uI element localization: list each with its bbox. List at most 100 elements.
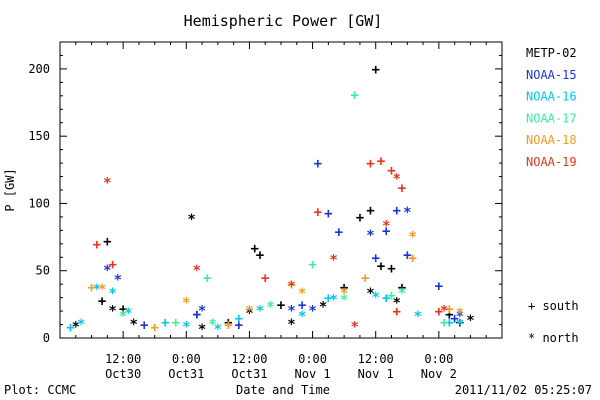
point-south-noaa-15: + — [193, 307, 201, 323]
point-north-noaa-19: * — [440, 303, 448, 319]
legend: METP-02 NOAA-15 NOAA-16 NOAA-17 NOAA-18 NOAA-… — [526, 46, 577, 169]
plot-timestamp: 2011/11/02 05:25:07 — [455, 383, 592, 397]
point-south-noaa-15: + — [324, 206, 332, 222]
point-north-noaa-15: * — [198, 303, 206, 319]
point-south-metp-02: + — [456, 315, 464, 331]
point-south-noaa-16: + — [161, 315, 169, 331]
point-south-metp-02: + — [377, 258, 385, 274]
point-south-noaa-19: + — [387, 163, 395, 179]
point-south-noaa-17: + — [308, 257, 316, 273]
point-south-noaa-19: + — [398, 180, 406, 196]
point-south-noaa-19: + — [366, 156, 374, 172]
point-north-metp-02: * — [245, 306, 253, 322]
point-south-noaa-15: + — [403, 248, 411, 264]
y-tick-label: 0 — [43, 331, 50, 345]
point-north-noaa-15: * — [366, 228, 374, 244]
point-north-noaa-15: * — [114, 272, 122, 288]
legend-item: NOAA-18 — [526, 133, 577, 147]
point-south-noaa-15: + — [335, 225, 343, 241]
point-south-noaa-16: + — [66, 320, 74, 336]
point-south-noaa-16: + — [235, 311, 243, 327]
point-south-noaa-18: + — [287, 277, 295, 293]
point-south-metp-02: + — [371, 62, 379, 78]
legend-item: NOAA-15 — [526, 68, 577, 82]
point-north-noaa-18: * — [182, 295, 190, 311]
point-south-noaa-19: + — [377, 153, 385, 169]
y-axis: 0 50 100 150 200 — [28, 41, 502, 345]
point-south-noaa-15: + — [235, 318, 243, 334]
point-south-metp-02: + — [340, 280, 348, 296]
y-tick-label: 200 — [28, 62, 50, 76]
point-south-noaa-15: + — [140, 318, 148, 334]
point-south-metp-02: + — [224, 315, 232, 331]
point-north-metp-02: * — [466, 313, 474, 329]
x-tick-date: Nov 1 — [295, 367, 331, 381]
point-north-noaa-16: * — [124, 306, 132, 322]
point-north-noaa-17: * — [340, 293, 348, 309]
point-north-noaa-18: * — [298, 286, 306, 302]
x-tick-time: 12:00 — [231, 352, 267, 366]
point-south-noaa-15: + — [382, 223, 390, 239]
point-north-metp-02: * — [319, 299, 327, 315]
legend-item: METP-02 — [526, 46, 577, 60]
y-tick-label: 100 — [28, 196, 50, 210]
point-north-noaa-18: * — [340, 286, 348, 302]
y-axis-label: P [GW] — [3, 168, 17, 211]
plot-credit: Plot: CCMC — [4, 383, 76, 397]
point-south-metp-02: + — [250, 241, 258, 257]
y-tick-label: 50 — [36, 264, 50, 278]
point-north-noaa-15: * — [308, 303, 316, 319]
point-south-noaa-17: + — [440, 315, 448, 331]
point-south-noaa-19: + — [261, 270, 269, 286]
point-north-noaa-19: * — [193, 263, 201, 279]
point-south-noaa-15: + — [314, 156, 322, 172]
point-south-noaa-18: + — [224, 318, 232, 334]
point-north-metp-02: * — [393, 295, 401, 311]
point-south-metp-02: + — [398, 280, 406, 296]
x-tick-date: Nov 2 — [421, 367, 457, 381]
point-south-noaa-15: + — [298, 297, 306, 313]
point-south-noaa-18: + — [87, 280, 95, 296]
point-north-noaa-19: * — [287, 279, 295, 295]
point-north-metp-02: * — [198, 322, 206, 338]
point-north-metp-02: * — [287, 317, 295, 333]
point-south-noaa-17: + — [350, 87, 358, 103]
point-south-noaa-15: + — [371, 250, 379, 266]
point-south-noaa-16: + — [445, 315, 453, 331]
point-north-noaa-15: * — [456, 309, 464, 325]
point-south-metp-02: + — [387, 261, 395, 277]
point-south-noaa-15: + — [393, 203, 401, 219]
point-south-metp-02: + — [356, 210, 364, 226]
point-south-metp-02: + — [98, 293, 106, 309]
point-south-noaa-19: + — [393, 304, 401, 320]
point-south-metp-02: + — [103, 234, 111, 250]
point-north-noaa-16: * — [93, 282, 101, 298]
point-south-noaa-16: + — [382, 291, 390, 307]
point-north-noaa-16: * — [329, 293, 337, 309]
point-north-noaa-15: * — [287, 303, 295, 319]
point-north-noaa-18: * — [245, 303, 253, 319]
legend-item: NOAA-16 — [526, 90, 577, 104]
point-south-noaa-19: + — [314, 205, 322, 221]
marker-legend-north: * north — [528, 331, 579, 345]
point-north-noaa-19: * — [393, 172, 401, 188]
point-south-metp-02: + — [277, 297, 285, 313]
point-north-noaa-18: * — [408, 229, 416, 245]
data-points: +++ +++++++ +++ ++++***********++++++++++++… — [66, 62, 474, 338]
x-tick-time: 12:00 — [358, 352, 394, 366]
x-axis-label: Date and Time — [236, 383, 330, 397]
point-north-noaa-16: * — [182, 320, 190, 336]
point-north-noaa-19: * — [350, 320, 358, 336]
point-north-metp-02: * — [187, 212, 195, 228]
point-north-noaa-17: * — [398, 286, 406, 302]
point-north-noaa-19: * — [103, 176, 111, 192]
x-tick-time: 12:00 — [105, 352, 141, 366]
point-north-noaa-18: * — [456, 306, 464, 322]
x-tick-date: Nov 1 — [358, 367, 394, 381]
x-tick-date: Oct30 — [105, 367, 141, 381]
point-south-metp-02: + — [366, 203, 374, 219]
point-north-noaa-15: * — [403, 205, 411, 221]
marker-legend-south: + south — [528, 299, 579, 313]
